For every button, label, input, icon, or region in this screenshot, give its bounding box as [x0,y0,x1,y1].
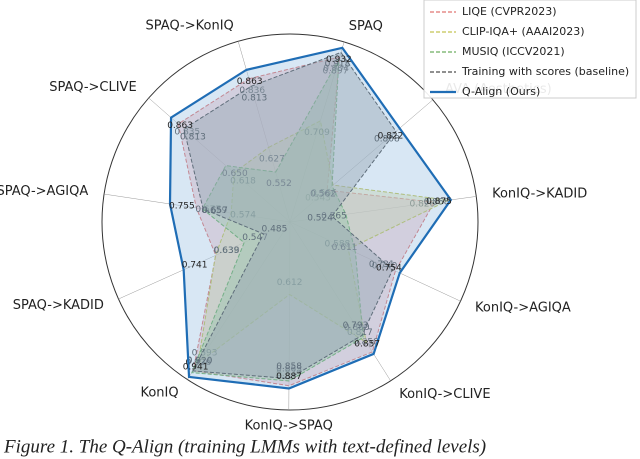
value-label: 0.918 [325,59,351,69]
value-label: 0.793 [343,321,369,331]
value-label: 0.887 [276,372,302,382]
axis-label: KonIQ->CLIVE [399,387,490,402]
value-label: 0.897 [323,66,349,76]
value-label: 0.755 [169,201,195,211]
value-label: 0.552 [266,179,292,189]
value-label: 0.588 [325,240,351,250]
value-label: 0.638 [214,246,240,256]
value-label: 0.754 [376,263,402,273]
value-label: 0.657 [202,206,228,216]
caption: Figure 1. The Q-Align (training LMMs wit… [3,436,486,457]
value-label: 0.875 [426,197,452,207]
value-label: 0.741 [182,260,208,270]
legend-label: Training with scores (baseline) [461,65,629,78]
value-label: 0.677 [195,205,221,215]
legend-box [423,0,637,99]
series-area [168,46,453,390]
axis-label: SPAQ->KonIQ [146,18,234,33]
value-label: 0.857 [354,339,380,349]
axis-label: KonIQ->AGIQA [475,300,571,315]
axis-label: SPAQ->CLIVE [49,80,136,95]
value-label: 0.879 [276,369,302,379]
spoke [289,196,477,223]
value-label: 0.543 [305,194,331,204]
value-label: 0.709 [304,128,330,138]
axis-label: KonIQ->SPAQ [245,418,333,433]
value-label: 0.858 [276,362,302,372]
value-label: 0.863 [167,121,193,131]
spoke [187,221,291,380]
legend-label: Q-Align (Ours) [462,85,540,98]
value-label: 0.611 [332,243,358,253]
value-label: 0.800 [344,323,370,333]
value-label: 0.920 [187,356,213,366]
value-label: 0.808 [374,135,400,145]
value-label: 0.566 [311,188,337,198]
spoke [104,193,291,223]
series-area [191,59,364,382]
spoke [289,41,345,223]
value-label: 0.659 [201,206,227,216]
spoke [289,99,434,223]
value-label: 0.618 [230,176,256,186]
value-label: 0.574 [230,210,256,220]
legend-label: LIQE (CVPR2023) [462,5,557,18]
value-label: 0.941 [183,362,209,372]
value-label: 0.627 [259,154,285,164]
value-label: 0.826 [409,199,435,209]
axis-label: KonIQ->KADID [492,187,587,202]
value-label: 0.926 [186,358,212,368]
value-label: 0.919 [187,356,213,366]
value-label: 0.822 [378,132,404,142]
legend-label: CLIP-IQA+ (AAAI2023) [462,25,585,38]
value-label: 0.863 [237,77,263,87]
legend-label: MUSIQ (ICCV2021) [462,45,565,58]
series-area [197,120,451,365]
value-label: 0.835 [174,127,200,137]
value-label: 0.740 [372,261,398,271]
value-label: 0.565 [321,211,347,221]
axis-label: KonIQ [140,385,178,400]
value-label: 0.639 [214,246,240,256]
series-area [183,51,397,380]
axis-label: SPAQ->KADID [13,298,104,313]
value-label: 0.893 [192,349,218,359]
spoke [148,97,291,223]
spoke [118,221,291,300]
axis-label: SPAQ->AGIQA [0,184,88,199]
axis-label: SPAQ [349,19,383,34]
value-label: 0.813 [242,93,268,103]
value-label: 0.817 [347,328,373,338]
value-label: 0.904 [323,64,349,74]
value-label: 0.932 [326,55,352,65]
value-label: 0.562 [310,189,336,199]
value-label: 0.836 [239,86,265,96]
value-label: 0.485 [262,224,288,234]
value-label: 0.865 [276,364,302,374]
value-label: 0.650 [222,169,248,179]
spoke [289,221,461,302]
value-label: 0.868 [424,197,450,207]
series-area [177,56,436,387]
value-label: 0.612 [277,278,303,288]
value-label: 0.813 [180,132,206,142]
spoke [237,41,291,223]
value-label: 0.731 [369,260,395,270]
value-label: 0.524 [307,213,333,223]
value-label: 0.547 [242,233,268,243]
